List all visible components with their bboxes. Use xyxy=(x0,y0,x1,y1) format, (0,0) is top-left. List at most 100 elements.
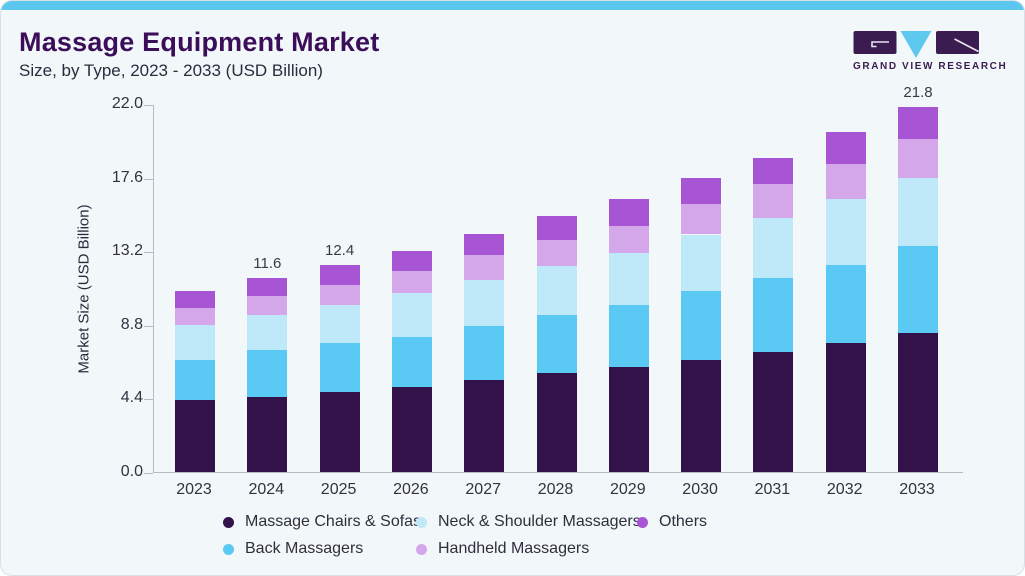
bar-2033 xyxy=(898,107,938,472)
bar-total-label-2033: 21.8 xyxy=(903,84,933,102)
y-tick-label: 8.8 xyxy=(120,315,143,333)
bar-segment-others-2029 xyxy=(608,199,649,227)
bar-segment-neck-shoulder-massagers-2033 xyxy=(898,177,938,247)
x-axis-label-2023: 2023 xyxy=(176,481,212,498)
gvr-logo-text: GRAND VIEW RESEARCH xyxy=(853,61,1008,72)
bar-segment-neck-shoulder-massagers-2026 xyxy=(391,293,432,337)
bar-segment-back-massagers-2025 xyxy=(319,343,360,392)
bar-2028 xyxy=(536,216,577,472)
bar-segment-handheld-massagers-2026 xyxy=(391,271,432,294)
y-tick-mark xyxy=(144,105,153,106)
y-tick-label: 22.0 xyxy=(111,95,143,112)
bar-segment-massage-chairs-sofas-2027 xyxy=(464,380,505,472)
x-axis-label-2033: 2033 xyxy=(899,481,935,498)
y-tick-label: 13.2 xyxy=(111,242,143,260)
bar-segment-massage-chairs-sofas-2026 xyxy=(391,386,432,472)
bar-segment-handheld-massagers-2029 xyxy=(608,226,649,253)
bar-segment-others-2028 xyxy=(536,216,577,240)
x-axis-label-2027: 2027 xyxy=(465,481,501,498)
gvr-logo-icon xyxy=(853,31,979,58)
x-axis-label-2026: 2026 xyxy=(393,481,429,498)
x-axis-label-2032: 2032 xyxy=(826,481,863,498)
x-axis-label-2029: 2029 xyxy=(610,481,646,498)
bar-2032 xyxy=(825,132,866,472)
bar-segment-others-2024 xyxy=(247,277,288,297)
legend-color-dot xyxy=(637,516,648,528)
bar-segment-neck-shoulder-massagers-2031 xyxy=(753,217,794,278)
bar-segment-handheld-massagers-2032 xyxy=(825,164,866,200)
page-subtitle: Size, by Type, 2023 - 2033 (USD Billion) xyxy=(19,61,323,80)
bar-segment-neck-shoulder-massagers-2032 xyxy=(825,199,866,265)
bar-segment-handheld-massagers-2027 xyxy=(464,254,505,280)
legend-item-neck-shoulder-massagers: Neck & Shoulder Massagers xyxy=(416,512,641,532)
y-axis-title: Market Size (USD Billion) xyxy=(75,204,93,374)
bar-total-label-2025: 12.4 xyxy=(324,241,355,259)
bar-segment-massage-chairs-sofas-2030 xyxy=(681,359,722,472)
gvr-logo: GRAND VIEW RESEARCH xyxy=(853,30,1008,72)
bar-segment-back-massagers-2027 xyxy=(464,326,505,380)
y-tick-mark xyxy=(144,325,153,327)
bar-segment-back-massagers-2029 xyxy=(608,304,649,367)
bar-2025 xyxy=(319,264,360,472)
legend-label: Handheld Massagers xyxy=(438,540,590,557)
bar-segment-massage-chairs-sofas-2028 xyxy=(536,373,577,472)
legend-item-massage-chairs-sofas: Massage Chairs & Sofas xyxy=(223,512,421,532)
legend-color-dot xyxy=(223,543,234,555)
bar-segment-others-2032 xyxy=(825,132,866,165)
x-axis-label-2028: 2028 xyxy=(537,481,574,498)
legend-color-dot xyxy=(223,516,234,528)
bar-segment-neck-shoulder-massagers-2023 xyxy=(175,324,215,360)
bar-segment-handheld-massagers-2028 xyxy=(536,239,577,267)
bar-segment-handheld-massagers-2025 xyxy=(319,284,360,305)
y-tick-mark xyxy=(144,252,153,254)
bar-2031 xyxy=(753,157,794,472)
legend-label: Neck & Shoulder Massagers xyxy=(438,513,641,530)
bar-segment-massage-chairs-sofas-2025 xyxy=(319,391,360,472)
x-axis-label-2025: 2025 xyxy=(320,481,357,498)
plot-area: 11.6 12.4 21.8 xyxy=(153,84,963,473)
y-tick-label: 17.6 xyxy=(111,168,143,186)
legend-item-handheld-massagers: Handheld Massagers xyxy=(416,539,589,559)
y-tick-mark xyxy=(144,399,153,401)
bar-segment-back-massagers-2032 xyxy=(825,264,866,344)
y-tick-label: 0.0 xyxy=(120,463,143,480)
bar-segment-handheld-massagers-2033 xyxy=(898,139,938,178)
bar-segment-others-2023 xyxy=(175,291,215,309)
bar-segment-others-2030 xyxy=(681,177,722,205)
y-tick-mark xyxy=(144,473,153,474)
bar-segment-others-2026 xyxy=(391,251,432,272)
bar-segment-neck-shoulder-massagers-2027 xyxy=(464,279,505,327)
bar-segment-others-2033 xyxy=(898,107,938,140)
x-axis-label-2024: 2024 xyxy=(248,481,285,498)
bar-segment-handheld-massagers-2024 xyxy=(247,296,288,315)
bar-segment-back-massagers-2031 xyxy=(753,277,794,352)
x-axis-label-2031: 2031 xyxy=(754,481,791,498)
bar-segment-back-massagers-2028 xyxy=(536,314,577,374)
bar-2029 xyxy=(608,199,649,472)
bar-2023 xyxy=(175,291,215,472)
bar-segment-others-2025 xyxy=(319,264,360,285)
bar-segment-others-2031 xyxy=(753,157,794,185)
bar-segment-neck-shoulder-massagers-2029 xyxy=(608,252,649,305)
bar-segment-handheld-massagers-2023 xyxy=(175,308,215,325)
bar-2030 xyxy=(681,177,722,472)
bar-segment-neck-shoulder-massagers-2024 xyxy=(247,314,288,350)
bar-segment-handheld-massagers-2030 xyxy=(681,204,722,235)
legend-item-others: Others xyxy=(637,512,707,532)
bar-segment-neck-shoulder-massagers-2030 xyxy=(681,234,722,292)
bar-segment-others-2027 xyxy=(464,234,505,255)
legend-label: Massage Chairs & Sofas xyxy=(245,513,422,530)
bar-segment-massage-chairs-sofas-2032 xyxy=(825,343,866,472)
bar-segment-massage-chairs-sofas-2033 xyxy=(898,333,938,472)
legend-label: Back Massagers xyxy=(245,540,364,557)
bar-segment-massage-chairs-sofas-2024 xyxy=(247,396,288,472)
page-title: Massage Equipment Market xyxy=(19,27,380,57)
bar-segment-handheld-massagers-2031 xyxy=(753,184,794,218)
bar-segment-back-massagers-2030 xyxy=(681,291,722,360)
bar-segment-massage-chairs-sofas-2023 xyxy=(175,400,215,472)
bar-total-label-2024: 11.6 xyxy=(253,254,282,272)
legend-color-dot xyxy=(416,516,427,528)
legend-color-dot xyxy=(416,543,427,555)
legend-label: Others xyxy=(659,513,708,530)
